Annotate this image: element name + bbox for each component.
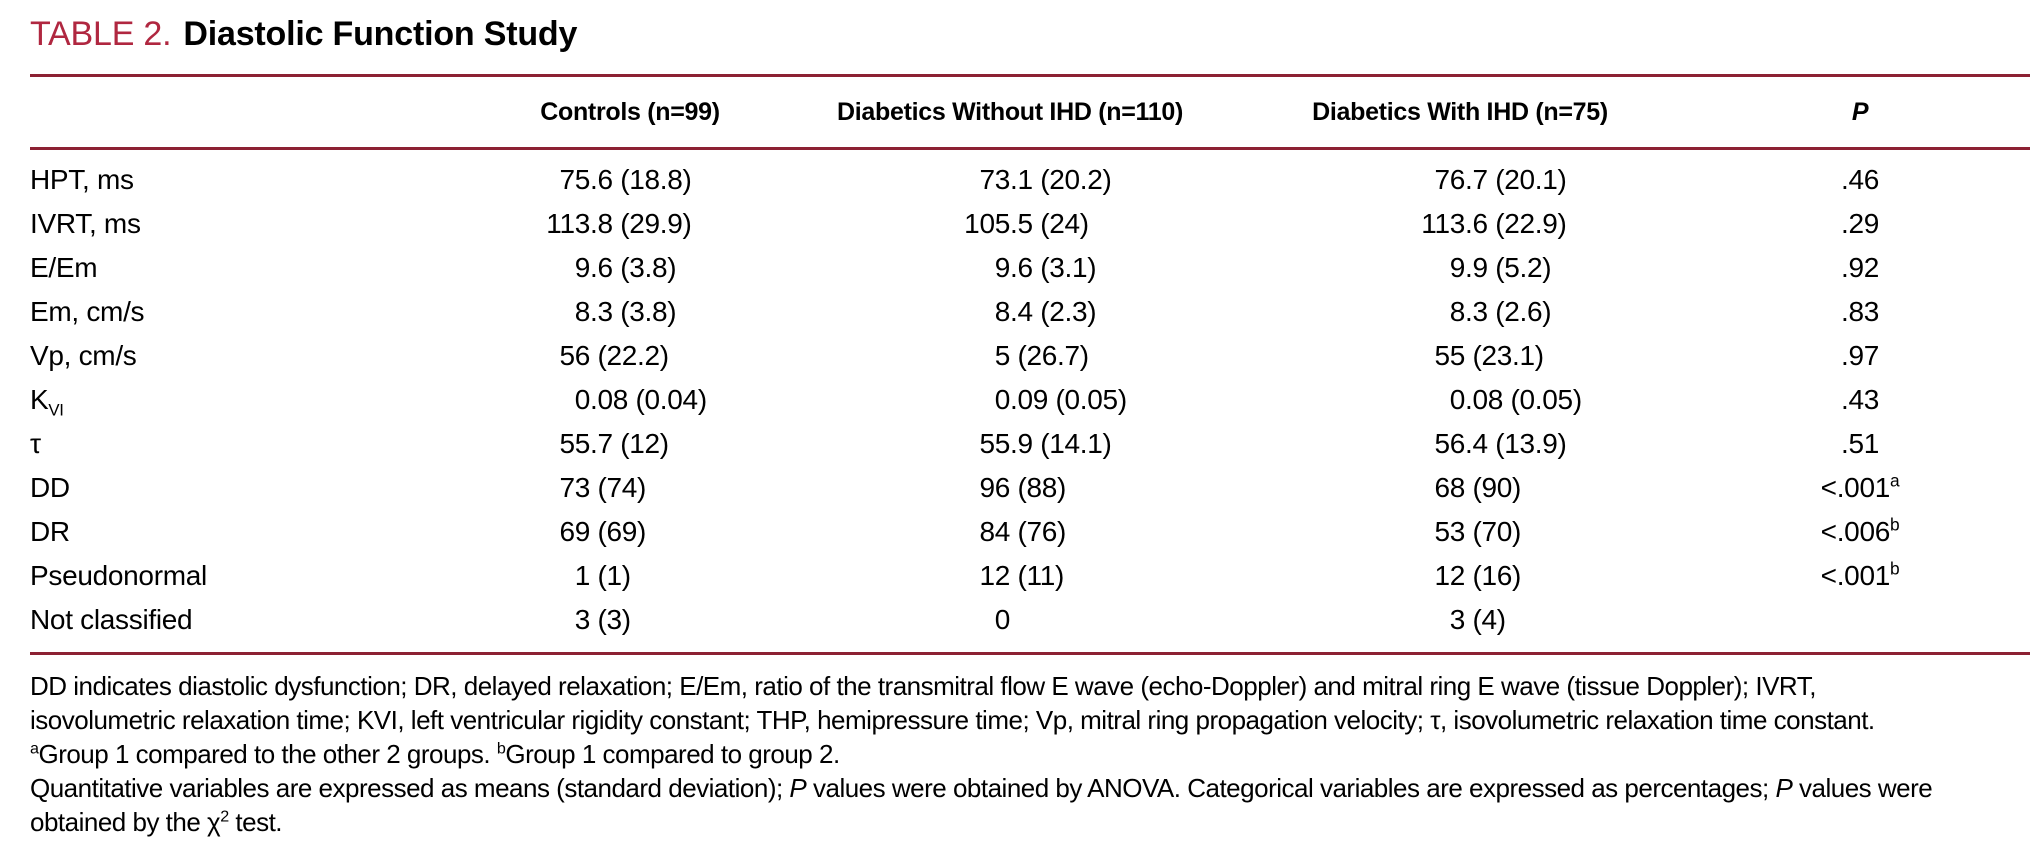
cell-controls: 73 (74) xyxy=(559,472,647,503)
cell-controls: 75.6 (18.8) xyxy=(559,164,692,195)
row-label: Em, cm/s xyxy=(30,296,145,327)
footnote-abbreviations-line2: isovolumetric relaxation time; KVI, left… xyxy=(30,705,1875,735)
row-label: KVI xyxy=(30,384,64,420)
row-label: Pseudonormal xyxy=(30,560,207,591)
footnote-statistics-line2: obtained by the χ2 test. xyxy=(30,807,283,837)
header-rule xyxy=(30,147,2030,150)
cell-controls: 1 (1) xyxy=(574,560,631,591)
footnote-marker-b: b xyxy=(496,739,506,758)
p-value-superscript: b xyxy=(1890,558,1900,579)
table-title-text: Diastolic Function Study xyxy=(183,15,578,53)
cell-controls: 0.08 (0.04) xyxy=(574,384,707,415)
cell-p-value: .29 xyxy=(1840,208,1880,239)
footnote-abbreviations-line1: DD indicates diastolic dysfunction; DR, … xyxy=(30,671,1816,701)
table-header-row: Controls (n=99) Diabetics Without IHD (n… xyxy=(30,77,2030,147)
cell-diabetics-without-ihd: 55.9 (14.1) xyxy=(979,428,1112,459)
row-label: DR xyxy=(30,516,70,547)
table-row: HPT, ms 75.6 (18.8) 73.1 (20.2) 76.7 (20… xyxy=(30,158,2030,202)
cell-p-value: .97 xyxy=(1840,340,1880,371)
table-row: Pseudonormal 1 (1) 12 (11) 12 (16) <.001… xyxy=(30,554,2030,598)
table-row: KVI 0.08 (0.04) 0.09 (0.05) 0.08 (0.05) … xyxy=(30,378,2030,422)
top-rule xyxy=(30,74,2030,77)
cell-diabetics-with-ihd: 53 (70) xyxy=(1434,516,1522,547)
cell-diabetics-without-ihd: 12 (11) xyxy=(979,560,1064,591)
chi-squared-exponent: 2 xyxy=(220,807,229,826)
cell-controls: 8.3 (3.8) xyxy=(574,296,677,327)
table-row: DR 69 (69) 84 (76) 53 (70) <.006b xyxy=(30,510,2030,554)
cell-controls: 69 (69) xyxy=(559,516,647,547)
cell-diabetics-with-ihd: 9.9 (5.2) xyxy=(1449,252,1552,283)
footnotes: DD indicates diastolic dysfunction; DR, … xyxy=(30,655,2030,839)
cell-controls: 9.6 (3.8) xyxy=(574,252,677,283)
cell-p-value: .51 xyxy=(1840,428,1880,459)
cell-diabetics-without-ihd: 0.09 (0.05) xyxy=(994,384,1127,415)
row-label: DD xyxy=(30,472,70,503)
row-label: IVRT, ms xyxy=(30,208,141,239)
table-row: Em, cm/s 8.3 (3.8) 8.4 (2.3) 8.3 (2.6) .… xyxy=(30,290,2030,334)
cell-diabetics-with-ihd: 8.3 (2.6) xyxy=(1449,296,1552,327)
cell-p-value: .92 xyxy=(1840,252,1880,283)
footnote-group-comparisons: aGroup 1 compared to the other 2 groups.… xyxy=(30,739,840,769)
column-header-diabetics-without-ihd: Diabetics Without IHD (n=110) xyxy=(837,97,1183,126)
cell-controls: 55.7 (12) xyxy=(559,428,669,459)
column-header-controls: Controls (n=99) xyxy=(540,97,720,126)
table-row: IVRT, ms 113.8 (29.9) 105.5 (24) 113.6 (… xyxy=(30,202,2030,246)
cell-p-value: .43 xyxy=(1840,384,1880,415)
table-row: Not classified 3 (3) 0 3 (4) xyxy=(30,598,2030,642)
cell-p-value: <.001b xyxy=(1820,558,1900,591)
cell-diabetics-with-ihd: 12 (16) xyxy=(1434,560,1522,591)
cell-diabetics-without-ihd: 5 (26.7) xyxy=(994,340,1089,371)
table-number-label: TABLE 2. xyxy=(30,15,172,53)
cell-diabetics-with-ihd: 0.08 (0.05) xyxy=(1449,384,1582,415)
cell-p-value: <.006b xyxy=(1820,514,1900,547)
table-body: HPT, ms 75.6 (18.8) 73.1 (20.2) 76.7 (20… xyxy=(30,150,2030,652)
cell-diabetics-with-ihd: 55 (23.1) xyxy=(1434,340,1544,371)
row-label: HPT, ms xyxy=(30,164,134,195)
cell-diabetics-with-ihd: 68 (90) xyxy=(1434,472,1522,503)
cell-controls: 113.8 (29.9) xyxy=(546,208,692,239)
cell-diabetics-without-ihd: 0 xyxy=(994,604,1011,635)
cell-p-value: <.001a xyxy=(1820,470,1900,503)
table-row: E/Em 9.6 (3.8) 9.6 (3.1) 9.9 (5.2) .92 xyxy=(30,246,2030,290)
cell-diabetics-with-ihd: 56.4 (13.9) xyxy=(1434,428,1567,459)
table-title: TABLE 2. Diastolic Function Study xyxy=(30,0,2030,74)
p-value-superscript: a xyxy=(1890,470,1900,491)
cell-diabetics-without-ihd: 9.6 (3.1) xyxy=(994,252,1097,283)
row-label: E/Em xyxy=(30,252,98,283)
cell-p-value: .83 xyxy=(1840,296,1880,327)
cell-diabetics-with-ihd: 3 (4) xyxy=(1449,604,1506,635)
cell-p-value: .46 xyxy=(1840,164,1880,195)
cell-diabetics-without-ihd: 105.5 (24) xyxy=(964,208,1089,239)
row-label: Vp, cm/s xyxy=(30,340,137,371)
cell-diabetics-without-ihd: 96 (88) xyxy=(979,472,1067,503)
table-figure: TABLE 2. Diastolic Function Study Control… xyxy=(30,0,2030,839)
cell-diabetics-without-ihd: 84 (76) xyxy=(979,516,1067,547)
row-label: Not classified xyxy=(30,604,193,635)
cell-diabetics-with-ihd: 76.7 (20.1) xyxy=(1434,164,1567,195)
footnote-statistics-line1: Quantitative variables are expressed as … xyxy=(30,773,1933,803)
row-label: τ xyxy=(30,428,41,459)
row-label-subscript: VI xyxy=(48,400,64,420)
table-row: Vp, cm/s 56 (22.2) 5 (26.7) 55 (23.1) .9… xyxy=(30,334,2030,378)
cell-diabetics-without-ihd: 73.1 (20.2) xyxy=(979,164,1112,195)
italic-p: P xyxy=(1775,773,1793,803)
column-header-diabetics-with-ihd: Diabetics With IHD (n=75) xyxy=(1312,97,1608,126)
footnote-marker-a: a xyxy=(30,739,39,758)
chi-symbol: χ xyxy=(207,807,221,837)
italic-p: P xyxy=(789,773,807,803)
cell-diabetics-without-ihd: 8.4 (2.3) xyxy=(994,296,1097,327)
cell-controls: 56 (22.2) xyxy=(559,340,669,371)
p-value-superscript: b xyxy=(1890,514,1900,535)
table-row: τ 55.7 (12) 55.9 (14.1) 56.4 (13.9) .51 xyxy=(30,422,2030,466)
bottom-rule xyxy=(30,652,2030,655)
cell-diabetics-with-ihd: 113.6 (22.9) xyxy=(1421,208,1567,239)
table-row: DD 73 (74) 96 (88) 68 (90) <.001a xyxy=(30,466,2030,510)
column-header-p: P xyxy=(1851,97,1869,126)
cell-controls: 3 (3) xyxy=(574,604,631,635)
